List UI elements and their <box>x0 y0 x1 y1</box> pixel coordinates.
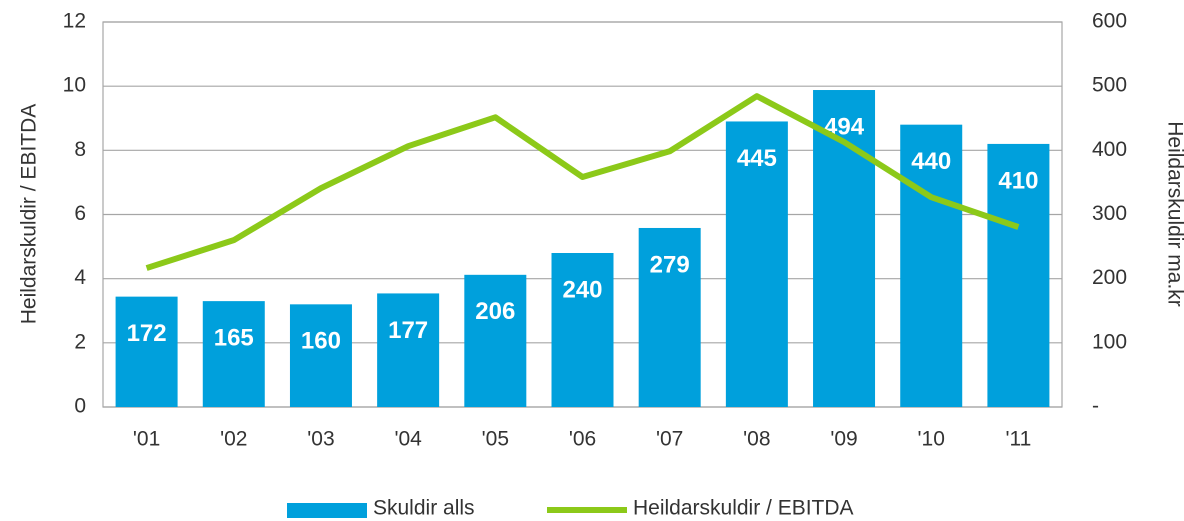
y2-tick-label: 200 <box>1092 266 1127 289</box>
y2-tick-label: 300 <box>1092 202 1127 225</box>
y2-tick-label: 400 <box>1092 138 1127 161</box>
x-tick-label: '08 <box>743 428 770 451</box>
bar <box>377 293 440 407</box>
x-tick-label: '02 <box>220 428 247 451</box>
data-label: 440 <box>911 148 951 175</box>
bar <box>202 301 265 407</box>
x-tick-label: '06 <box>569 428 596 451</box>
y-tick-label: 6 <box>74 202 86 225</box>
y-axis-label: Heildarskuldir / EBITDA <box>18 104 41 325</box>
bar <box>987 143 1050 407</box>
y-tick-label: 12 <box>63 10 86 33</box>
x-tick-label: '07 <box>656 428 683 451</box>
x-tick-label: '05 <box>482 428 509 451</box>
y-tick-label: 0 <box>74 395 86 418</box>
bar <box>464 274 527 407</box>
bar <box>638 227 701 407</box>
x-tick-label: '04 <box>394 428 422 451</box>
data-label: 445 <box>737 145 777 172</box>
data-label: 160 <box>301 328 341 355</box>
data-label: 206 <box>475 298 515 325</box>
bar <box>115 296 178 407</box>
data-label: 165 <box>214 324 254 351</box>
y2-tick-label: 600 <box>1092 10 1127 33</box>
legend-label: Heildarskuldir / EBITDA <box>633 497 854 520</box>
y-tick-label: 2 <box>74 330 86 353</box>
data-label: 172 <box>127 320 167 347</box>
bar <box>900 124 963 408</box>
x-tick-label: '10 <box>918 428 945 451</box>
bar <box>725 121 788 407</box>
y-tick-label: 8 <box>74 138 86 161</box>
data-label: 279 <box>650 251 690 278</box>
bar <box>289 304 352 407</box>
y2-axis-label: Heildarskuldir ma.kr <box>1163 121 1184 307</box>
line <box>145 93 1020 271</box>
y2-tick-label: - <box>1092 395 1099 418</box>
x-tick-label: '11 <box>1006 428 1032 451</box>
y-tick-label: 4 <box>74 266 86 289</box>
data-label: 177 <box>388 317 428 344</box>
x-tick-label: '03 <box>307 428 334 451</box>
y-tick-label: 10 <box>63 74 86 97</box>
bar <box>551 253 614 407</box>
legend-label: Skuldir alls <box>373 497 475 520</box>
legend-swatch <box>287 503 367 518</box>
data-label: 410 <box>998 167 1038 194</box>
x-tick-label: '09 <box>830 428 857 451</box>
x-tick-label: '01 <box>133 428 160 451</box>
y2-tick-label: 100 <box>1092 330 1127 353</box>
data-label: 240 <box>562 276 602 303</box>
y2-tick-label: 500 <box>1092 74 1127 97</box>
